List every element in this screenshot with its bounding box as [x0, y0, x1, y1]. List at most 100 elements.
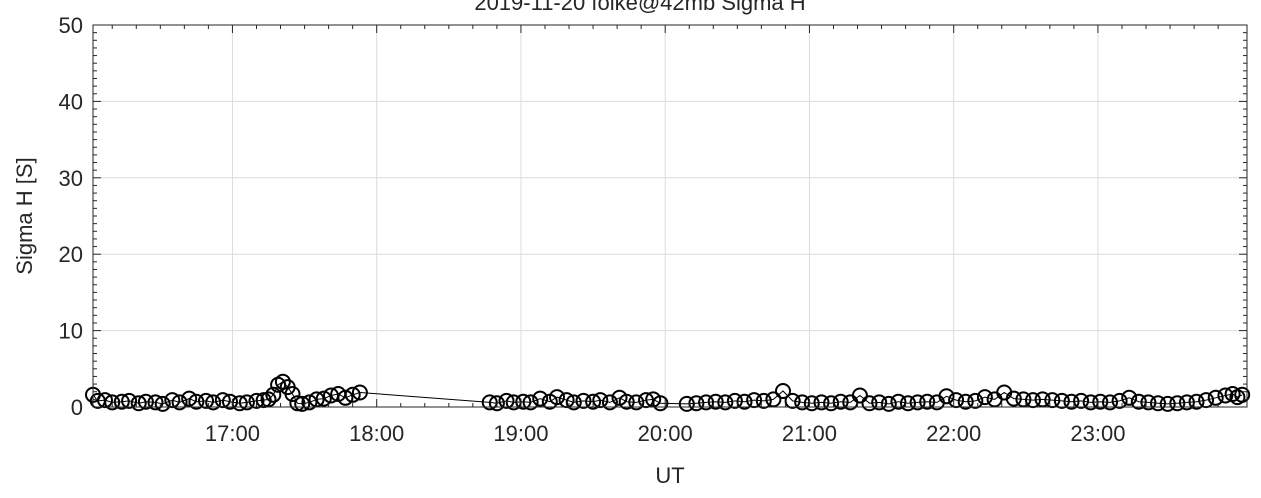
- y-tick-label: 50: [59, 13, 83, 38]
- data-point: [344, 386, 361, 403]
- data-point: [515, 393, 532, 410]
- data-point: [909, 394, 926, 411]
- data-point: [1130, 393, 1147, 410]
- data-point: [618, 393, 635, 410]
- data-point: [698, 394, 715, 411]
- y-tick-label: 40: [59, 89, 83, 114]
- data-point: [532, 390, 549, 407]
- data-point: [171, 394, 188, 411]
- data-point: [315, 390, 332, 407]
- data-point: [601, 394, 618, 411]
- data-point: [549, 389, 565, 406]
- data-point: [222, 393, 238, 410]
- data-point: [957, 393, 974, 410]
- data-point: [628, 394, 645, 411]
- data-point: [294, 395, 311, 412]
- data-point: [775, 383, 791, 399]
- data-point: [1102, 394, 1118, 411]
- x-tick-label: 21:00: [782, 421, 837, 446]
- data-point: [652, 395, 669, 412]
- data-point: [337, 389, 354, 406]
- data-point: [1053, 392, 1070, 409]
- data-point: [274, 373, 291, 390]
- data-point: [260, 391, 277, 408]
- data-point: [104, 394, 121, 411]
- data-point: [813, 394, 830, 411]
- data-point: [1178, 394, 1195, 411]
- data-point: [130, 395, 147, 412]
- data-point: [919, 393, 936, 410]
- data-point: [565, 394, 582, 411]
- data-point: [871, 394, 888, 411]
- data-point: [205, 394, 222, 411]
- data-point: [967, 392, 984, 409]
- x-tick-label: 23:00: [1070, 421, 1125, 446]
- data-point: [900, 395, 916, 412]
- data-point: [736, 393, 753, 410]
- data-point: [488, 395, 505, 412]
- data-point: [976, 389, 993, 406]
- data-point: [188, 393, 205, 410]
- data-point: [1188, 393, 1205, 410]
- data-point: [238, 394, 255, 411]
- grid: [93, 24, 1247, 408]
- data-point: [351, 384, 368, 401]
- x-tick-label: 17:00: [205, 421, 260, 446]
- data-point: [755, 392, 772, 409]
- data-point: [137, 393, 154, 410]
- data-point: [301, 394, 318, 411]
- data-point: [1140, 394, 1157, 411]
- data-point: [265, 386, 282, 403]
- data-point: [181, 390, 198, 407]
- y-tick-label: 10: [59, 319, 83, 344]
- data-point: [765, 391, 782, 408]
- data-point: [832, 393, 849, 410]
- data-point: [1092, 393, 1109, 410]
- axes-box: [92, 24, 1248, 408]
- data-point: [890, 393, 907, 410]
- data-point: [1005, 390, 1022, 407]
- data-point: [803, 395, 820, 412]
- data-point: [1207, 389, 1224, 406]
- y-tick-label: 20: [59, 242, 83, 267]
- data-point: [823, 395, 840, 412]
- data-point: [575, 392, 592, 409]
- y-axis-label: Sigma H [S]: [12, 157, 37, 274]
- data-point: [522, 394, 539, 411]
- data-point: [1121, 389, 1138, 406]
- x-tick-label: 18:00: [349, 421, 404, 446]
- data-point: [1015, 391, 1032, 408]
- data-point: [498, 392, 515, 409]
- x-tick-label: 22:00: [926, 421, 981, 446]
- data-point: [481, 394, 498, 411]
- data-point: [1073, 392, 1090, 409]
- x-tick-label: 20:00: [638, 421, 693, 446]
- data-point: [1150, 395, 1166, 412]
- data-point: [1034, 391, 1051, 408]
- data-point: [147, 394, 164, 411]
- series-sigma-h: [85, 373, 1251, 412]
- data-point: [678, 395, 695, 412]
- data-point: [938, 388, 955, 405]
- data-point: [284, 386, 301, 402]
- axis-ticks: [93, 24, 1247, 408]
- data-point: [154, 395, 171, 412]
- data-point: [198, 392, 214, 409]
- data-point: [1063, 393, 1080, 410]
- data-point: [1111, 392, 1128, 409]
- data-point: [1234, 386, 1251, 403]
- data-point: [707, 393, 724, 410]
- y-tick-label: 0: [71, 395, 83, 420]
- data-point: [726, 392, 743, 409]
- y-tick-label: 30: [59, 166, 83, 191]
- data-point: [851, 387, 868, 404]
- x-axis-label: UT: [655, 463, 684, 488]
- data-point: [861, 395, 878, 412]
- x-tick-label: 19:00: [493, 421, 548, 446]
- data-point: [308, 391, 325, 408]
- data-point: [717, 394, 734, 411]
- data-point: [121, 392, 138, 409]
- data-point: [248, 392, 265, 409]
